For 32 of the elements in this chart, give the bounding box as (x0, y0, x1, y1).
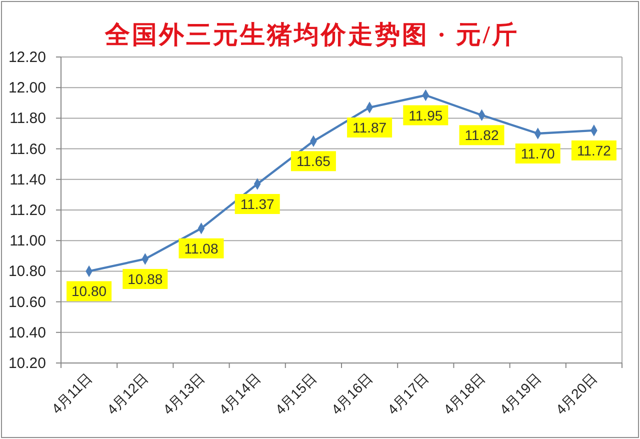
y-tick-label: 10.20 (8, 355, 46, 372)
y-tick-label: 11.20 (10, 202, 46, 219)
y-tick-label: 11.60 (10, 140, 46, 158)
x-tick-label: 4月16日 (328, 370, 376, 418)
x-tick-label: 4月18日 (440, 370, 488, 418)
x-tick-label: 4月17日 (384, 370, 432, 418)
y-tick-label: 10.80 (8, 263, 46, 280)
y-tick-label: 11.40 (10, 171, 46, 188)
data-label: 11.95 (408, 107, 443, 124)
data-label: 11.72 (576, 142, 612, 158)
x-tick-label: 4月14日 (216, 370, 264, 418)
y-tick-label: 12.00 (8, 80, 46, 97)
data-label: 11.70 (520, 146, 556, 162)
y-tick-label: 10.60 (8, 294, 46, 311)
x-tick-label: 4月19日 (496, 370, 544, 418)
x-tick-label: 4月13日 (160, 370, 208, 418)
data-label: 11.37 (240, 196, 275, 212)
chart-title: 全国外三元生猪均价走势图 · 元/斤 (104, 21, 519, 49)
y-tick-label: 11.00 (10, 232, 46, 250)
y-tick-label: 11.80 (10, 110, 46, 128)
x-tick-label: 4月12日 (104, 370, 152, 418)
y-tick-label: 10.40 (8, 324, 46, 342)
data-label: 10.88 (128, 270, 163, 287)
x-tick-label: 4月20日 (552, 370, 600, 418)
x-tick-label: 4月15日 (272, 370, 320, 418)
y-tick-label: 12.20 (8, 49, 46, 66)
data-label: 11.87 (352, 119, 387, 136)
x-tick-label: 4月11日 (48, 370, 96, 417)
data-label: 11.65 (296, 153, 331, 170)
data-label: 10.80 (72, 283, 107, 300)
data-label: 11.82 (464, 127, 499, 144)
data-label: 11.08 (184, 240, 218, 256)
